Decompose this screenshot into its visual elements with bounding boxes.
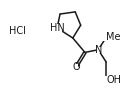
Text: O: O xyxy=(72,62,80,72)
Text: HN: HN xyxy=(50,23,64,33)
FancyBboxPatch shape xyxy=(96,47,101,53)
Text: Me: Me xyxy=(106,33,121,42)
Text: OH: OH xyxy=(106,75,121,85)
FancyBboxPatch shape xyxy=(73,64,78,71)
FancyBboxPatch shape xyxy=(103,76,110,83)
FancyBboxPatch shape xyxy=(102,34,110,41)
Text: N: N xyxy=(95,45,102,55)
Text: HCl: HCl xyxy=(9,26,26,36)
FancyBboxPatch shape xyxy=(52,24,62,32)
